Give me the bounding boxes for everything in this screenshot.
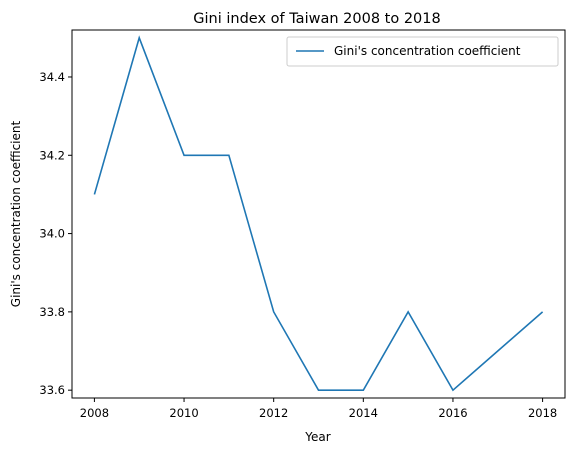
chart-title: Gini index of Taiwan 2008 to 2018 [193,11,440,27]
x-tick-label: 2014 [349,406,378,420]
x-tick-label: 2008 [80,406,109,420]
legend: Gini's concentration coefficient [286,36,559,67]
x-axis-label: Year [304,430,330,444]
x-axis: 2008 2010 2012 2014 2016 2018 [80,398,557,420]
y-axis-label: Gini's concentration coefficient [9,121,23,308]
x-tick-label: 2016 [438,406,467,420]
y-tick-label: 34.4 [39,70,65,84]
legend-label: Gini's concentration coefficient [334,44,521,58]
x-tick-label: 2012 [259,406,288,420]
y-tick-label: 34.2 [39,148,65,162]
y-tick-label: 33.6 [39,383,65,397]
x-tick-label: 2010 [169,406,198,420]
plot-area [71,29,566,399]
legend-box [286,36,559,67]
y-tick-label: 34.0 [39,227,65,241]
x-tick-label: 2018 [528,406,557,420]
y-axis: 33.6 33.8 34.0 34.2 34.4 [39,70,72,397]
y-tick-label: 33.8 [39,305,65,319]
series-line-gini [93,35,544,392]
